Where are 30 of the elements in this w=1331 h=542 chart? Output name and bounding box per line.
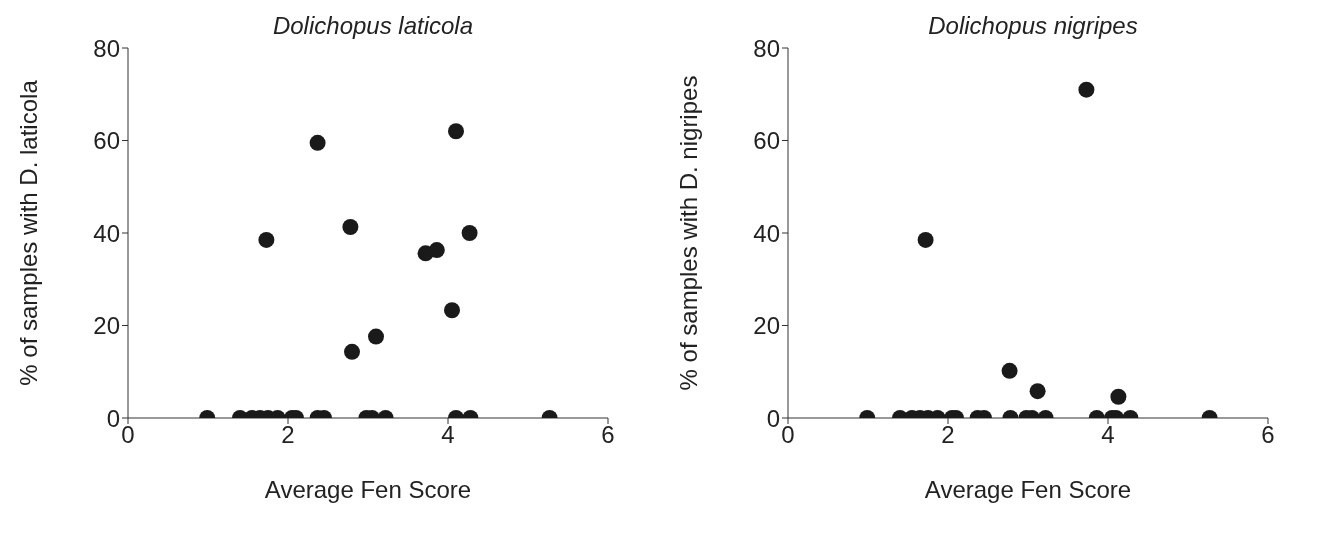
point — [309, 134, 326, 151]
y-tick-label: 80 — [93, 34, 120, 62]
point — [1078, 81, 1095, 98]
x-tick-label: 2 — [281, 421, 295, 449]
x-tick-label: 4 — [441, 421, 455, 449]
x-tick-label: 2 — [941, 421, 955, 449]
y-tick-label: 60 — [93, 127, 120, 155]
x-axis-title: Average Fen Score — [264, 476, 472, 503]
y-axis-title: % of samples with D. laticola — [14, 79, 42, 386]
point — [461, 225, 478, 241]
point — [448, 123, 464, 140]
y-tick-label: 20 — [93, 312, 120, 340]
point — [428, 242, 445, 259]
y-tick-label: 0 — [106, 404, 120, 432]
y-tick-label: 0 — [766, 404, 780, 432]
chart-title: Dolichopus nigripes — [927, 12, 1139, 40]
y-axis-title: % of samples with D. nigripes — [674, 75, 702, 391]
point — [917, 231, 934, 248]
x-tick-label: 6 — [601, 421, 615, 449]
y-tick-label: 20 — [753, 312, 780, 340]
y-tick-label: 40 — [93, 219, 120, 247]
x-tick-label: 6 — [1261, 421, 1275, 449]
point — [258, 231, 275, 248]
y-tick-label: 40 — [753, 219, 780, 247]
point — [342, 218, 359, 235]
y-tick-label: 80 — [753, 34, 780, 62]
chart-title: Dolichopus laticola — [271, 12, 475, 40]
x-axis-title: Average Fen Score — [924, 476, 1132, 503]
y-tick-label: 60 — [753, 127, 780, 155]
x-tick-label: 4 — [1101, 421, 1115, 449]
